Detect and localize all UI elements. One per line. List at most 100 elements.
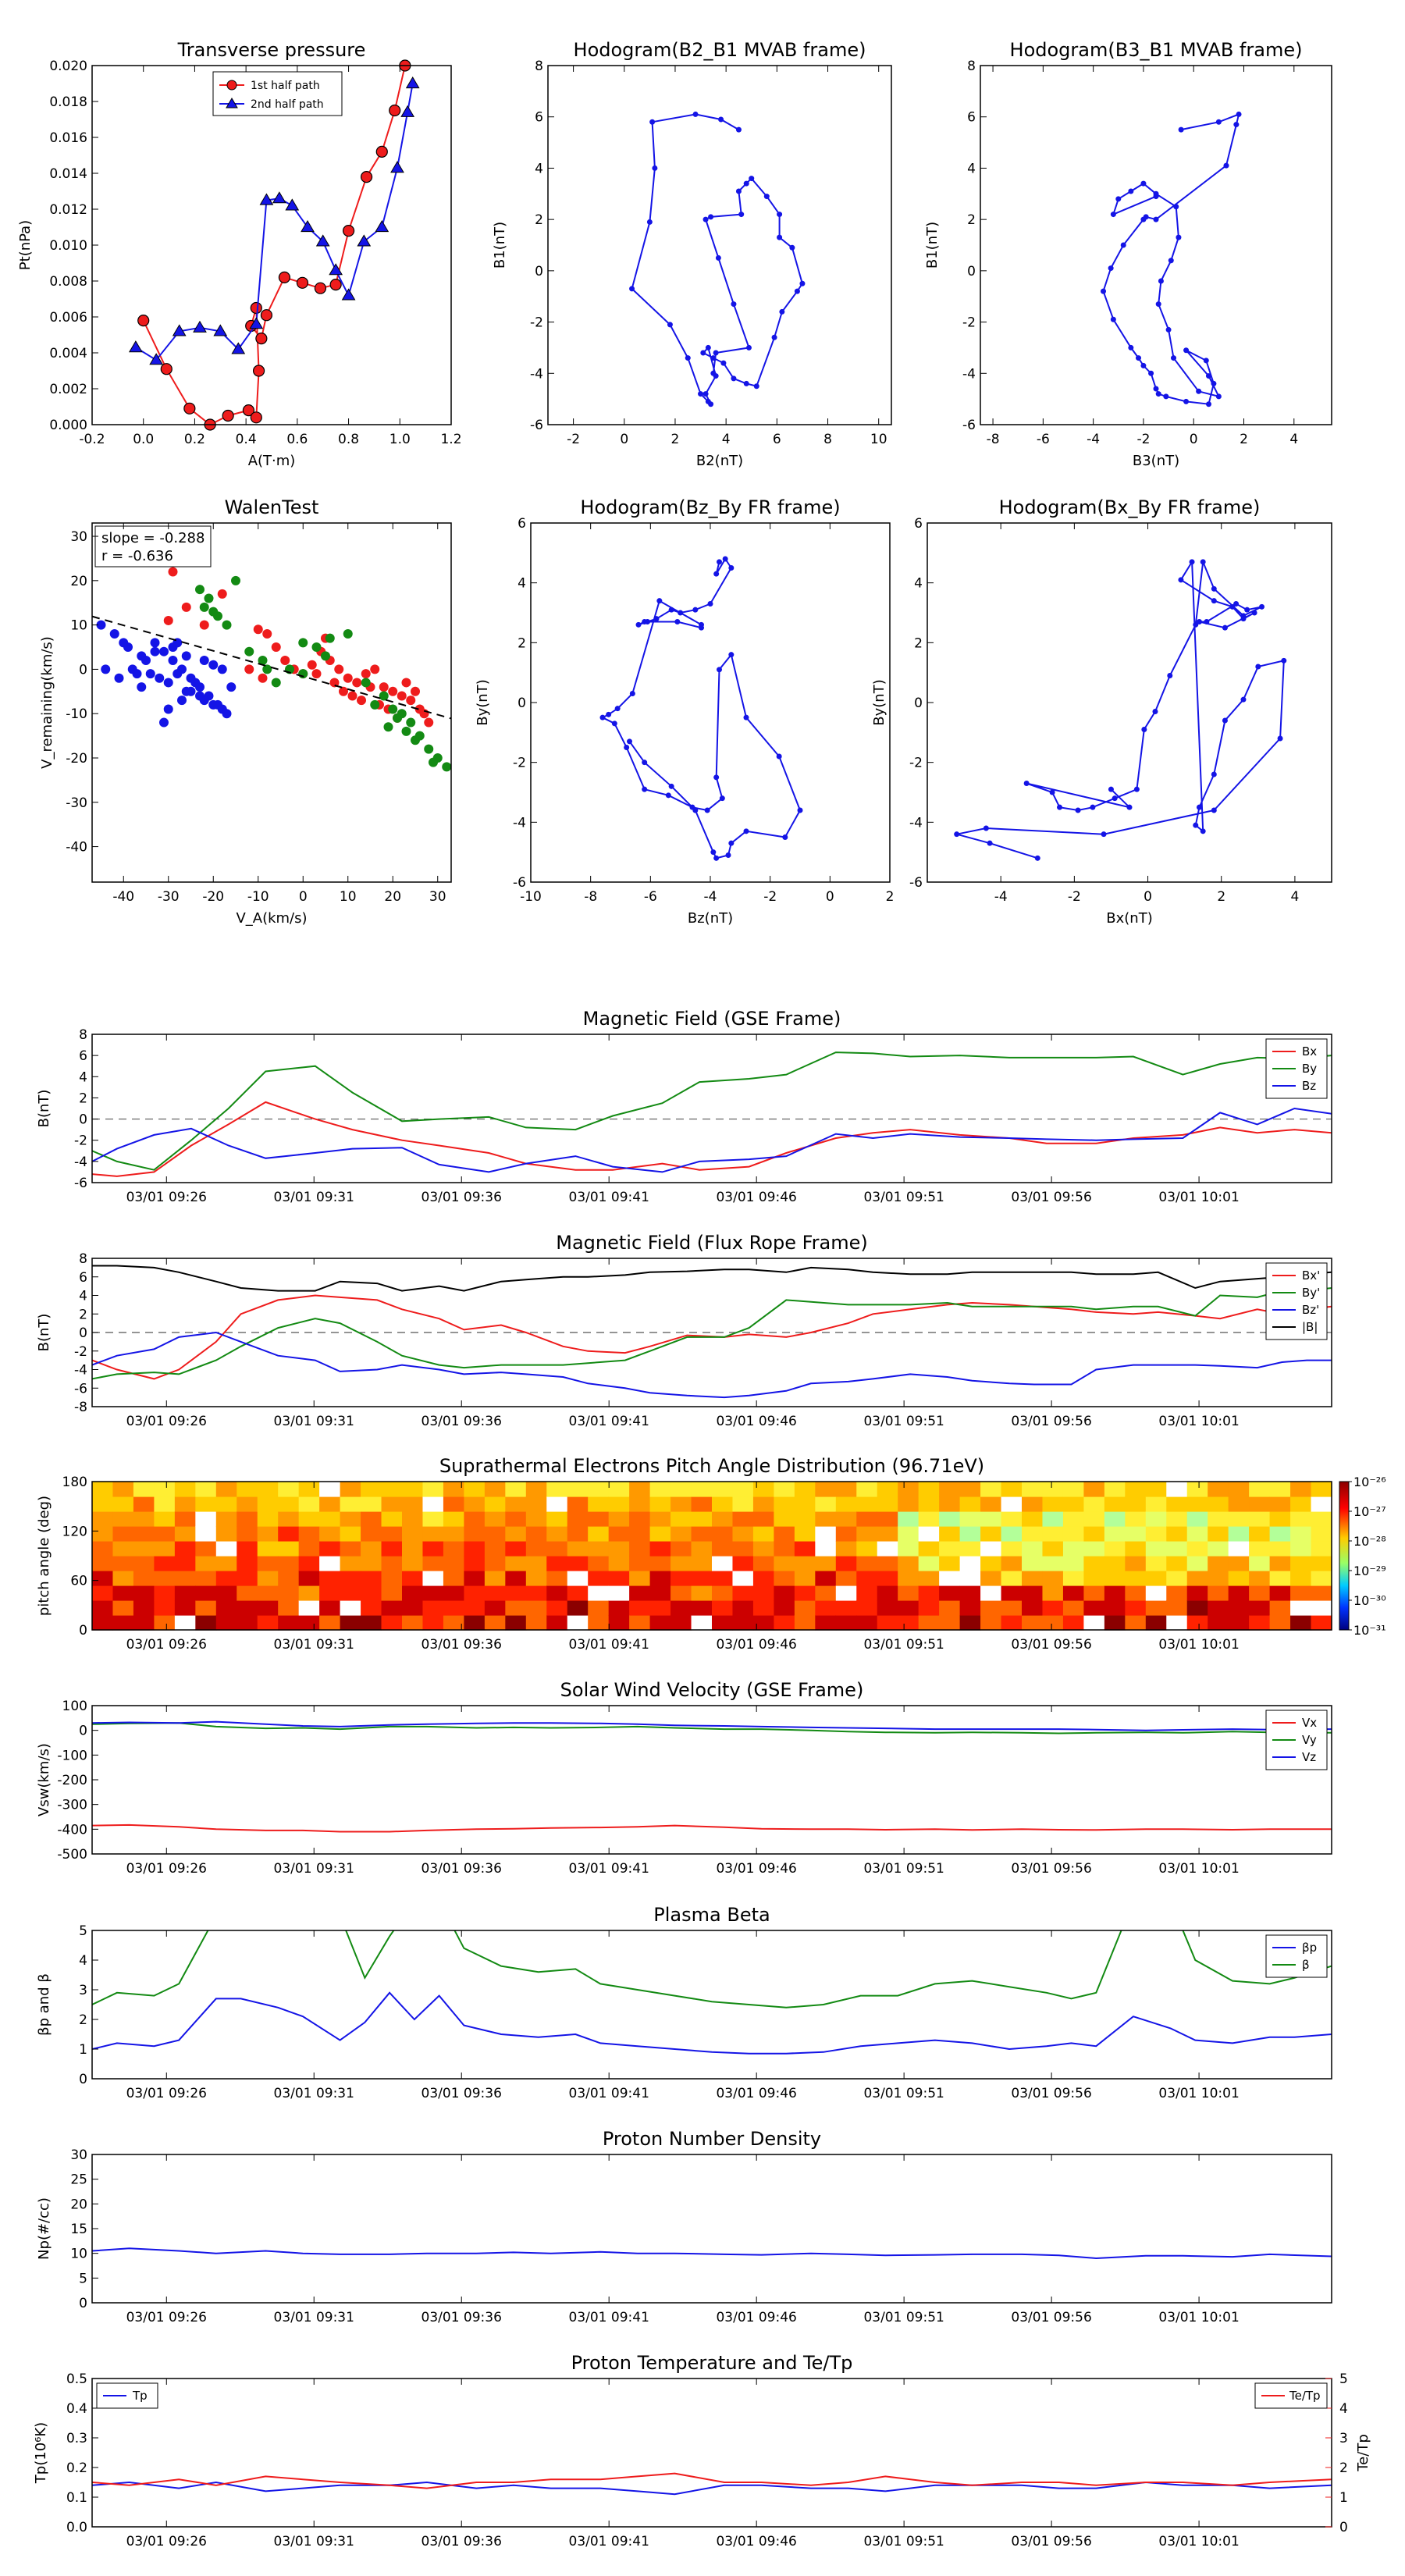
pad-cell [629, 1615, 651, 1631]
mag_gse-ytick-label: 6 [79, 1048, 87, 1064]
transverse-point [250, 301, 262, 315]
vsw-xtick-label: 03/01 09:41 [569, 1861, 649, 1877]
pad-cell [464, 1496, 486, 1512]
walen-point [329, 678, 340, 688]
pad-cell [567, 1541, 589, 1557]
walen-point [397, 691, 407, 701]
pad-cell [835, 1571, 857, 1586]
hodo_bxby-ytick-label: -6 [909, 875, 923, 891]
hodo_bxby-point [1133, 786, 1140, 792]
pad-cell [484, 1585, 506, 1601]
hodo_bzby-point [743, 828, 749, 834]
pad-cell [112, 1556, 134, 1571]
pad-cell [92, 1526, 114, 1542]
pad-cell [361, 1615, 382, 1631]
mag_fr-ytick-label: -4 [74, 1363, 87, 1379]
vsw-legend-label: Vy [1302, 1733, 1317, 1747]
pad-cell [1022, 1496, 1044, 1512]
pad-cell [257, 1615, 279, 1631]
transverse-ytick-label: 0.002 [49, 382, 87, 397]
hodo_b2b1-xtick-label: 2 [671, 432, 680, 447]
walen-point [159, 717, 169, 728]
pad-cell [319, 1615, 341, 1631]
walen-xtick-label: -10 [247, 889, 269, 905]
pad-cell [1269, 1541, 1291, 1557]
walen-point [311, 669, 322, 679]
pad-cell [732, 1541, 754, 1557]
pad-cell [939, 1556, 961, 1571]
pad-cell [1311, 1600, 1332, 1616]
pad-cell [1145, 1526, 1167, 1542]
pad-cell [546, 1615, 568, 1631]
pad-cell [381, 1615, 403, 1631]
hodo_bzby-point [606, 711, 612, 717]
transverse-legend-label: 1st half path [251, 80, 320, 92]
transverse-point [405, 76, 420, 89]
pad-cell [959, 1541, 981, 1557]
pad-cell [215, 1482, 237, 1497]
pad-cell [670, 1556, 692, 1571]
tp-ytick-label: 0.3 [66, 2431, 87, 2446]
pad-cell [1062, 1526, 1084, 1542]
pad-cell [443, 1556, 464, 1571]
walen-point [208, 660, 219, 670]
pad-cell [752, 1496, 774, 1512]
hodo_b3b1-ytick-label: 8 [967, 59, 976, 74]
pad-cell [402, 1600, 424, 1616]
hodo_b2b1-title: Hodogram(B2_B1 MVAB frame) [574, 39, 866, 61]
transverse-point [285, 198, 300, 211]
hodo_bzby-xtick-label: 2 [886, 889, 895, 905]
pad-cell [340, 1541, 361, 1557]
pad-cell [464, 1556, 486, 1571]
pad-cell [898, 1615, 919, 1631]
pad-cell [774, 1585, 795, 1601]
pad-cell [1125, 1526, 1147, 1542]
pad-cell [1269, 1615, 1291, 1631]
pad-cell [1311, 1511, 1332, 1527]
pad-cell [278, 1511, 300, 1527]
walen-point [190, 678, 201, 688]
pad-cell [588, 1585, 610, 1601]
hodo_bxby-xtick-label: -2 [1068, 889, 1081, 905]
hodo_b2b1-point [731, 375, 737, 382]
hodo_b2b1-point [685, 355, 691, 361]
mag_fr-xtick-label: 03/01 09:46 [716, 1414, 796, 1429]
hodo_bxby-point [1023, 781, 1030, 786]
pad-cell [1186, 1511, 1208, 1527]
walen-point [321, 651, 330, 661]
transverse-point [278, 271, 291, 283]
pad-cell [608, 1541, 630, 1557]
pad-cell [567, 1511, 589, 1527]
hodo_bzby-point [713, 855, 720, 861]
pad-cell [422, 1556, 444, 1571]
hodo_b3b1-point [1168, 258, 1174, 264]
hodo_b3b1-ytick-label: 2 [967, 212, 976, 228]
mag_gse-xtick-label: 03/01 09:51 [863, 1190, 944, 1205]
pad-cell [1228, 1496, 1250, 1512]
pad-cell [340, 1615, 361, 1631]
pad-xtick-label: 03/01 09:51 [863, 1637, 944, 1653]
tp-ylabel: Tp(10⁶K) [33, 2422, 49, 2484]
pad-cell [484, 1541, 506, 1557]
hodo_bxby-xtick-label: 0 [1144, 889, 1152, 905]
hodo_b3b1-frame [980, 65, 1332, 425]
transverse-xtick-label: 0.4 [236, 432, 257, 447]
pad-cell [278, 1496, 300, 1512]
pad-cell [774, 1615, 795, 1631]
pad-cell [422, 1600, 444, 1616]
pad-cell [278, 1585, 300, 1601]
hodo_bzby-xtick-label: -8 [584, 889, 597, 905]
np-xtick-label: 03/01 09:51 [863, 2310, 944, 2325]
beta-ytick-label: 0 [79, 2072, 87, 2087]
transverse-point [329, 279, 342, 291]
pad-cell [1228, 1541, 1250, 1557]
pad-cell [939, 1496, 961, 1512]
pad-cell [1062, 1615, 1084, 1631]
np-xtick-label: 03/01 09:26 [126, 2310, 207, 2325]
pad-cell [381, 1496, 403, 1512]
pad-cell [1269, 1571, 1291, 1586]
pad-cell [195, 1482, 217, 1497]
transverse-point [252, 365, 265, 377]
hodo_bxby-point [1189, 559, 1195, 565]
tp-ytick-label: 0.1 [66, 2490, 87, 2506]
